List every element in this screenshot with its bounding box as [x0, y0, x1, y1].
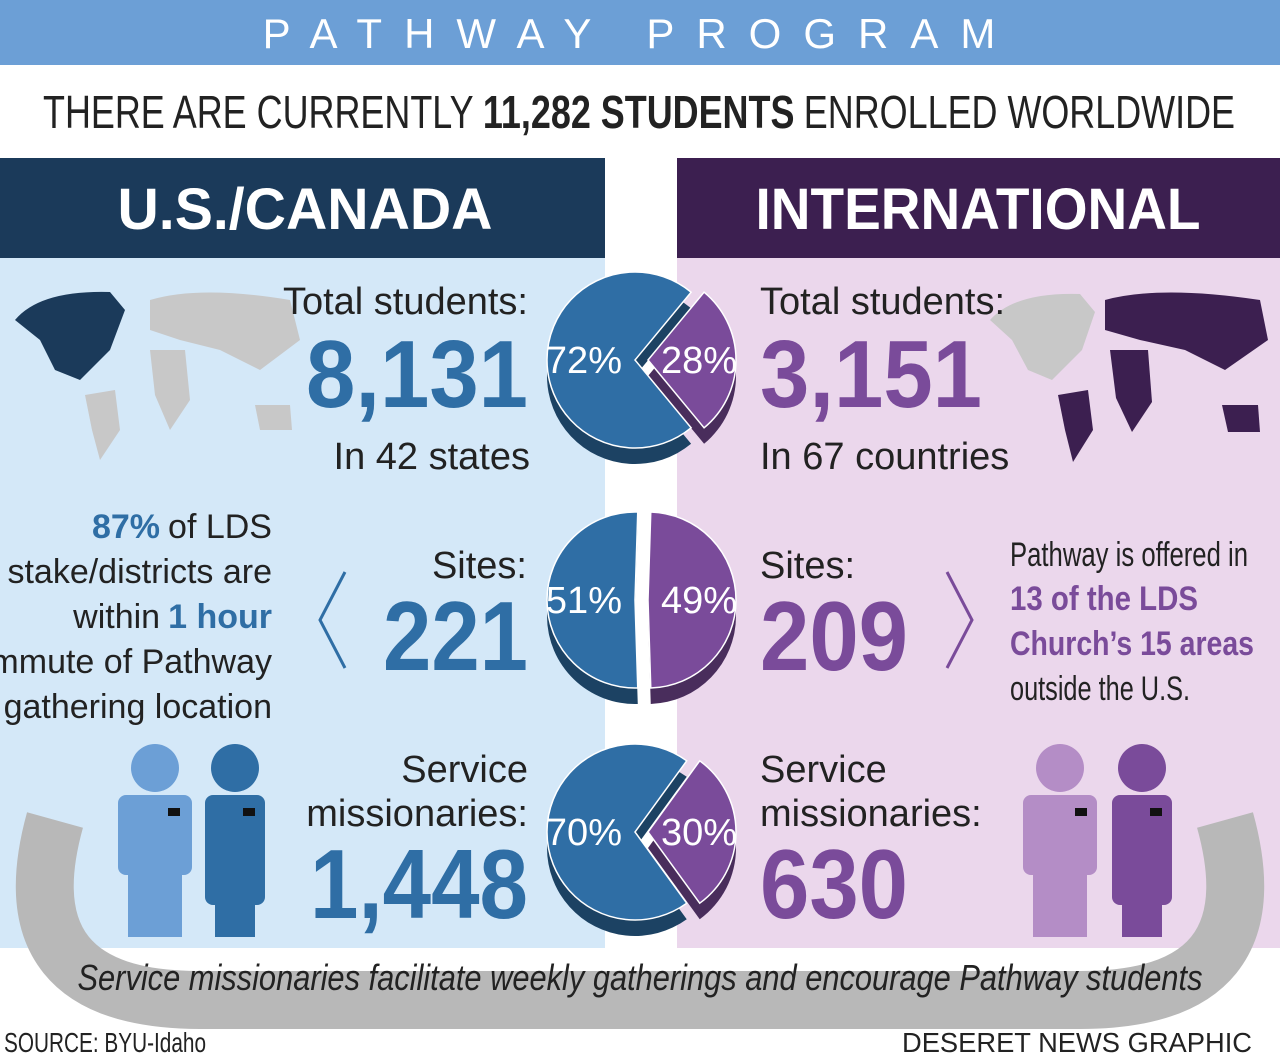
right-header — [677, 158, 1280, 258]
note-emphasis: Church’s 15 areas — [1010, 625, 1254, 663]
pie-slice — [647, 291, 737, 429]
caption: Service missionaries facilitate weekly g… — [78, 957, 1203, 998]
label: In 67 countries — [760, 436, 1009, 478]
pie-label: 28% — [661, 340, 737, 382]
big-number: 209 — [760, 581, 908, 691]
headline: THERE ARE CURRENTLY11,282 STUDENTSENROLL… — [43, 86, 1235, 138]
map-left — [15, 291, 300, 460]
label: In 42 states — [334, 436, 530, 478]
people-left — [118, 744, 265, 937]
note-text: within — [72, 598, 160, 636]
headline-text: ENROLLED WORLDWIDE — [804, 86, 1235, 138]
chevron — [945, 571, 974, 669]
note-line: within 1 hour — [72, 598, 272, 636]
headline-text: THERE ARE CURRENTLY — [43, 86, 474, 138]
source: SOURCE: BYU-Idaho — [4, 1027, 206, 1058]
map-right — [990, 292, 1268, 462]
pie-label: 30% — [661, 812, 737, 854]
label: Total students: — [760, 281, 1005, 323]
chevron — [318, 571, 347, 669]
big-number: 221 — [383, 581, 528, 691]
label: Sites: — [760, 545, 855, 587]
banner — [0, 0, 1280, 65]
note-left: 87% of LDS stake/districts are within 1 ho… — [0, 508, 272, 726]
band — [15, 812, 1265, 1029]
pie-label: 49% — [661, 580, 737, 622]
note-text: of LDS — [168, 508, 272, 546]
note-line: 87% of LDS — [92, 508, 272, 546]
label: Total students: — [283, 281, 528, 323]
pies: 72% 28% 51% 49% 70% 30% — [546, 271, 737, 937]
region-name: U.S./CANADA — [118, 177, 493, 242]
pie-slice — [647, 759, 737, 905]
big-number: 630 — [760, 829, 908, 939]
credit: DESERET NEWS GRAPHIC — [902, 1027, 1252, 1058]
note-line: stake/districts are — [7, 553, 272, 591]
label: Service — [760, 749, 887, 791]
label: missionaries: — [306, 793, 528, 835]
label: Service — [401, 749, 528, 791]
big-number: 1,448 — [310, 829, 528, 939]
label: Sites: — [432, 545, 527, 587]
note-emphasis: 1 hour — [168, 598, 272, 636]
note-line: commute of Pathway — [0, 643, 272, 681]
pie-label: 70% — [546, 812, 622, 854]
region-name: INTERNATIONAL — [756, 177, 1201, 242]
note-line: gathering location — [4, 688, 272, 726]
left-panel — [0, 258, 605, 948]
label: missionaries: — [760, 793, 982, 835]
note-right: Pathway is offered in 13 of the LDS Chur… — [1010, 536, 1254, 708]
note-emphasis: 13 of the LDS — [1010, 580, 1198, 618]
note-line: outside the U.S. — [1010, 670, 1190, 708]
pie-slice — [647, 511, 737, 689]
note-emphasis: 87% — [92, 508, 160, 546]
pie-slice — [546, 511, 639, 689]
right-panel — [677, 258, 1280, 948]
pie-label: 72% — [546, 340, 622, 382]
big-number: 3,151 — [760, 321, 982, 428]
pie-slice — [546, 271, 693, 449]
pie-label: 51% — [546, 580, 622, 622]
title: PATHWAY PROGRAM — [263, 10, 1018, 57]
note-line: Pathway is offered in — [1010, 536, 1248, 574]
people-right — [1023, 744, 1172, 937]
pie-slice — [546, 743, 688, 921]
left-header — [0, 158, 605, 258]
big-number: 8,131 — [306, 321, 528, 428]
headline-emphasis: 11,282 STUDENTS — [483, 86, 795, 138]
